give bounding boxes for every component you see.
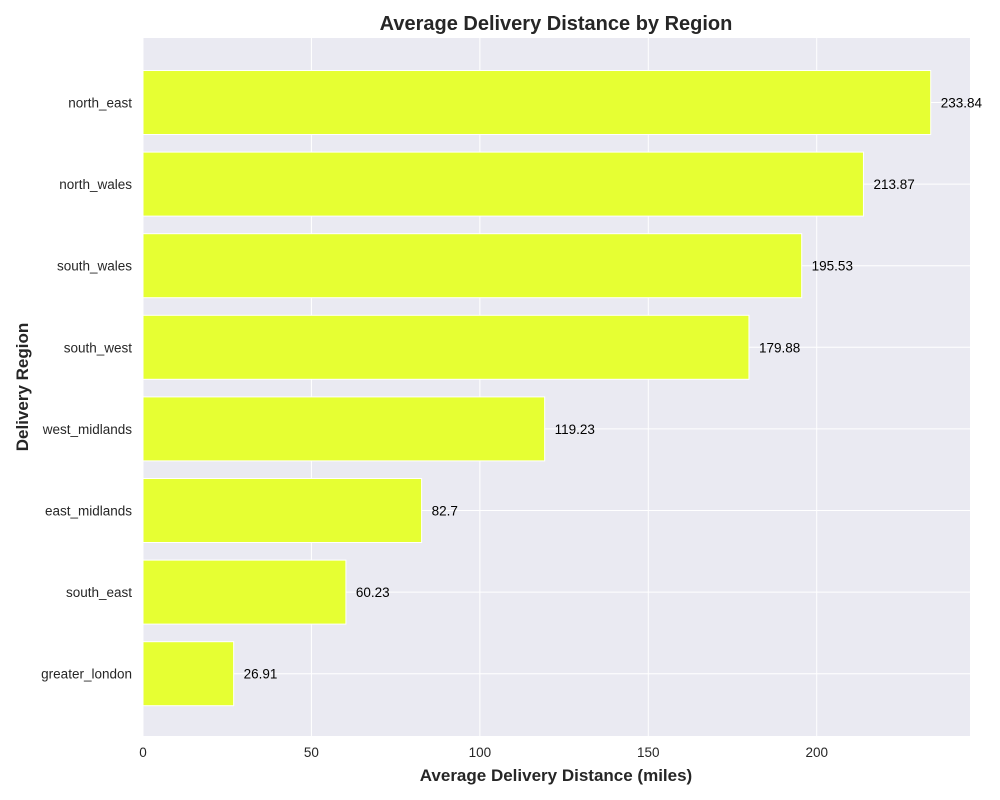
y-tick-label-south_wales: south_wales — [57, 259, 132, 274]
bar-south_west — [142, 314, 750, 380]
y-tick-label-west_midlands: west_midlands — [42, 422, 133, 437]
data-label-east_midlands: 82.7 — [432, 504, 458, 519]
x-tick-label: 200 — [805, 745, 828, 760]
data-label-north_east: 233.84 — [941, 96, 983, 111]
bar-greater_london — [142, 641, 235, 707]
plot-background — [143, 38, 970, 736]
y-axis-label: Delivery Region — [13, 323, 32, 452]
data-label-south_wales: 195.53 — [812, 259, 853, 274]
y-tick-label-north_wales: north_wales — [59, 177, 132, 192]
data-label-west_midlands: 119.23 — [555, 422, 595, 437]
data-label-north_wales: 213.87 — [873, 177, 914, 192]
y-tick-label-greater_london: greater_london — [41, 667, 132, 682]
x-axis-label: Average Delivery Distance (miles) — [420, 766, 692, 785]
chart-title: Average Delivery Distance by Region — [380, 13, 733, 35]
x-tick-label: 0 — [139, 745, 147, 760]
bar-west_midlands — [142, 396, 546, 462]
data-label-greater_london: 26.91 — [244, 667, 278, 682]
data-labels: 233.84 213.87 195.53 179.88 119.23 82.7 60.23 2… — [244, 96, 983, 682]
bar-east_midlands — [142, 478, 423, 543]
y-tick-label-south_east: south_east — [66, 585, 132, 600]
x-tick-label: 50 — [304, 745, 319, 760]
bar-north_wales — [142, 151, 864, 217]
y-tick-label-east_midlands: east_midlands — [45, 504, 132, 519]
x-tick-label: 150 — [637, 745, 660, 760]
y-tick-label-north_east: north_east — [68, 96, 132, 111]
data-label-south_west: 179.88 — [759, 340, 800, 355]
y-tick-label-south_west: south_west — [64, 340, 133, 355]
data-label-south_east: 60.23 — [356, 585, 390, 600]
bar-south_wales — [142, 233, 803, 299]
bar-north_east — [142, 70, 932, 135]
x-tick-labels: 0 50 100 150 200 — [139, 745, 828, 760]
bars — [142, 70, 932, 707]
bar-south_east — [142, 559, 347, 625]
x-tick-label: 100 — [469, 745, 492, 760]
y-tick-labels: north_east north_wales south_wales south_we… — [41, 96, 132, 682]
